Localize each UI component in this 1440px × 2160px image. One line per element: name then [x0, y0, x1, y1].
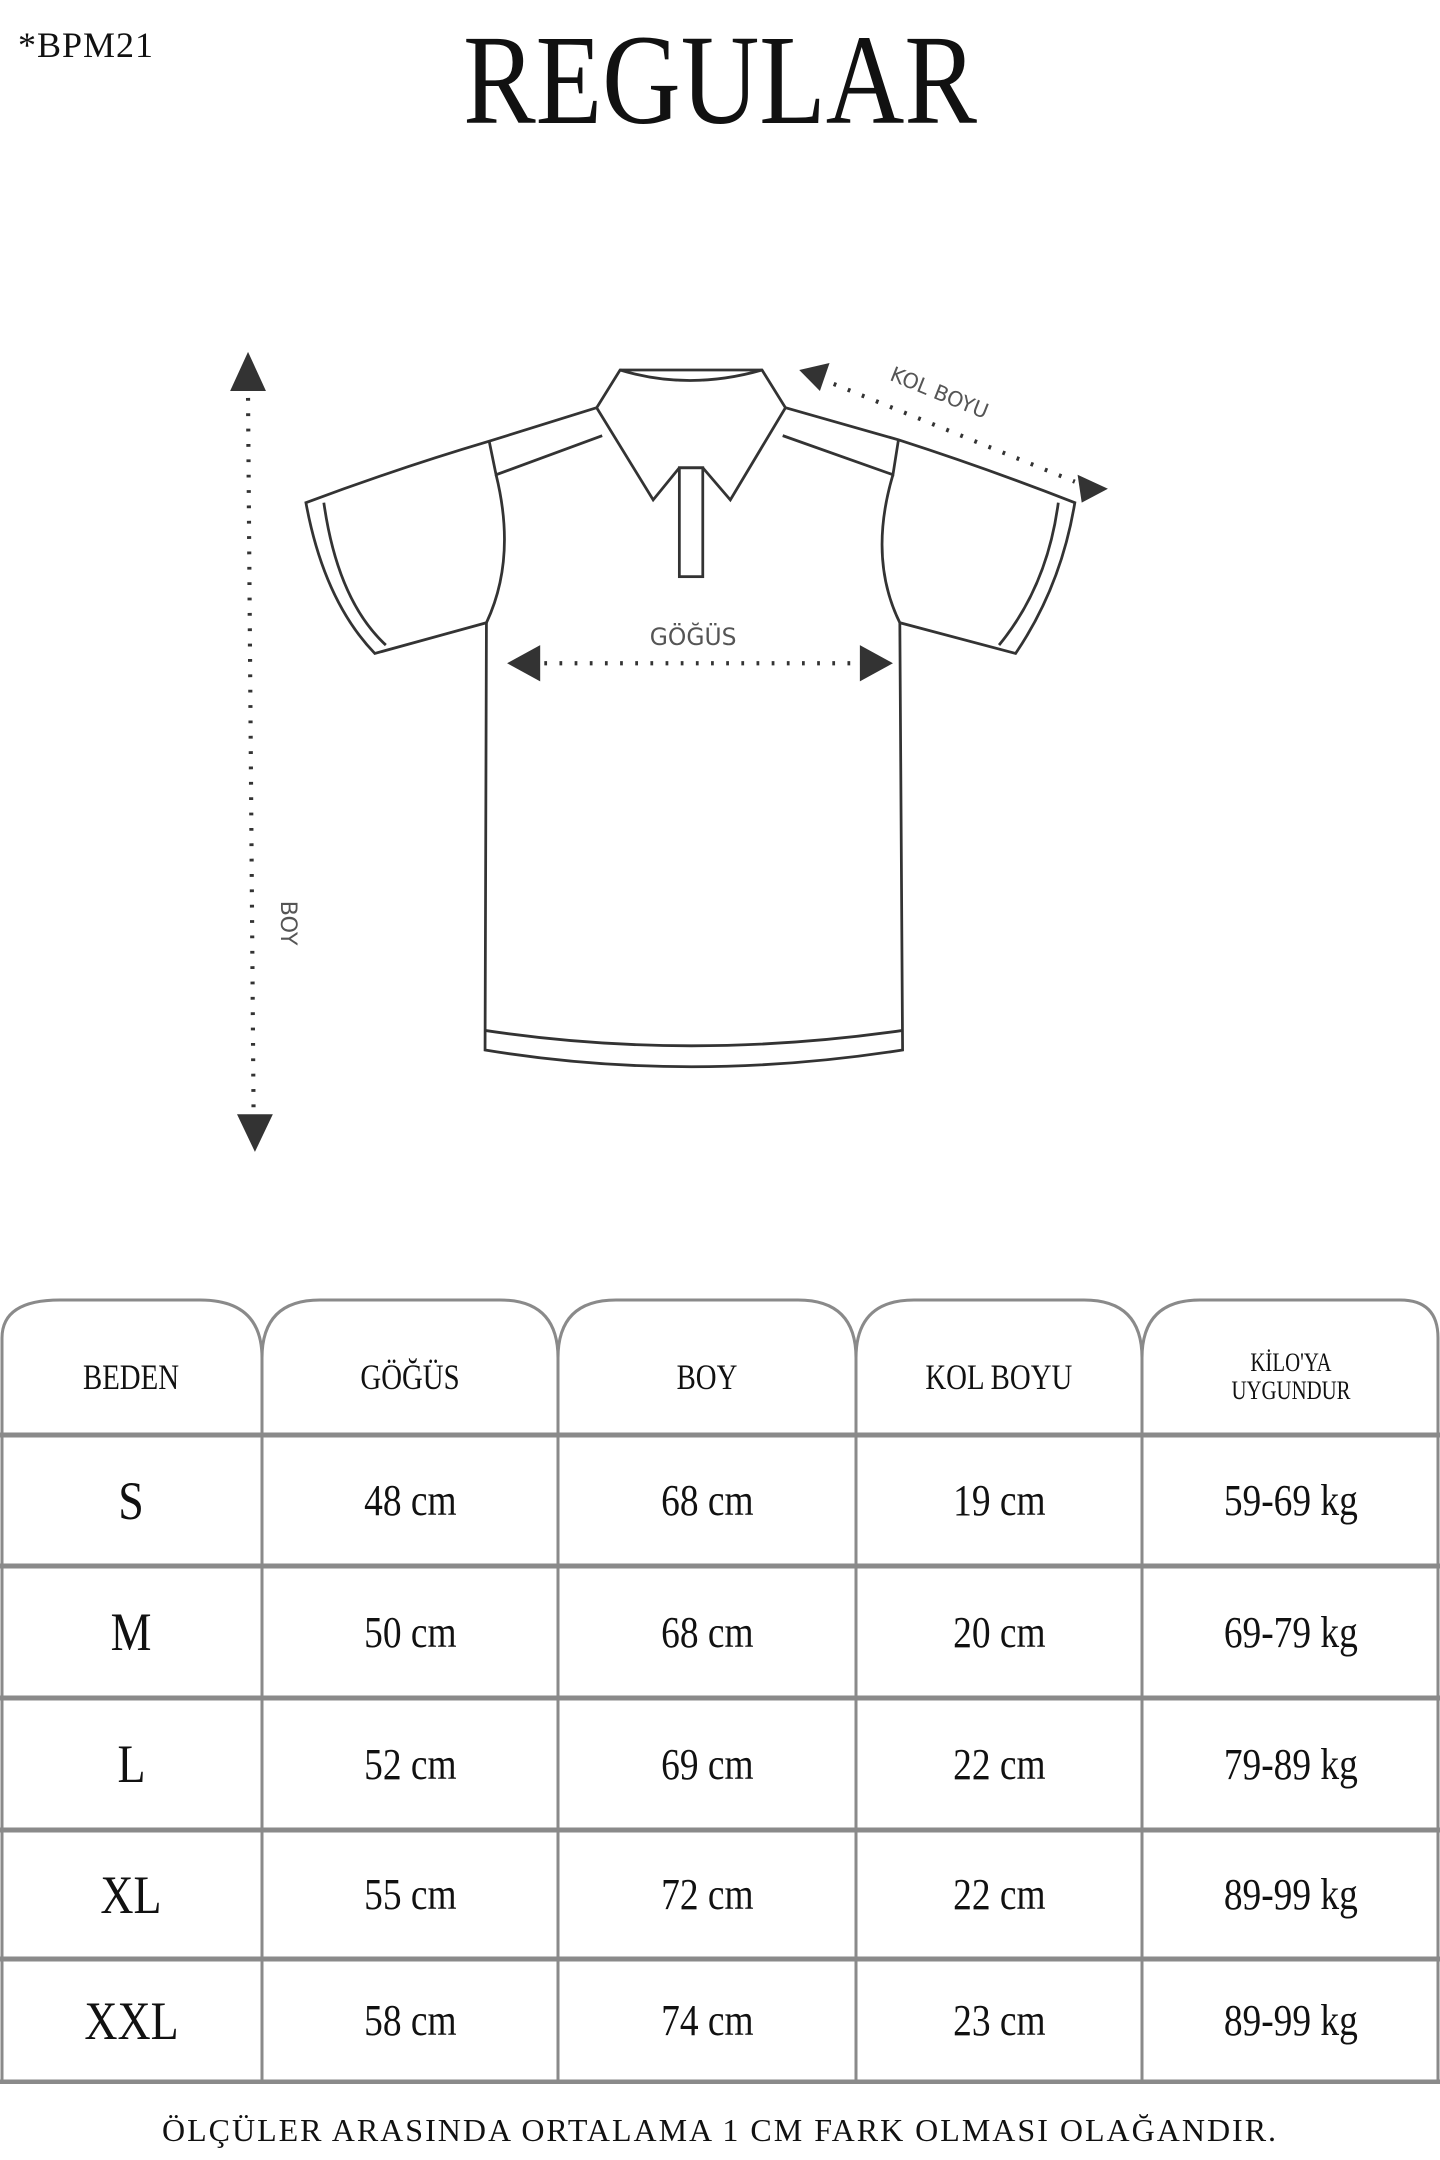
table-cell: 19 cm: [856, 1435, 1142, 1566]
table-cell: 89-99 kg: [1142, 1959, 1440, 2082]
table-value: 22 cm: [952, 1870, 1046, 1919]
table-cell: 52 cm: [262, 1698, 558, 1830]
table-cell: 50 cm: [262, 1566, 558, 1698]
table-value: 58 cm: [363, 1996, 457, 2045]
table-value: 68 cm: [660, 1476, 754, 1525]
column-header: BOY: [676, 1356, 738, 1397]
table-cell: 74 cm: [558, 1959, 856, 2082]
table-grid: [0, 1298, 1440, 2084]
table-value: 69 cm: [660, 1739, 754, 1789]
table-value: 48 cm: [363, 1476, 457, 1525]
table-cell: 69-79 kg: [1142, 1566, 1440, 1698]
table-value: 52 cm: [363, 1739, 457, 1789]
table-cell: 22 cm: [856, 1830, 1142, 1959]
table-cell: 79-89 kg: [1142, 1698, 1440, 1830]
table-cell: 58 cm: [262, 1959, 558, 2082]
table-value: 55 cm: [363, 1870, 457, 1919]
size-label: XL: [100, 1864, 162, 1925]
column-header: GÖĞÜS: [360, 1356, 460, 1397]
table-cell: 48 cm: [262, 1435, 558, 1566]
table-cell: KOL BOYU: [856, 1318, 1142, 1435]
table-cell: XXL: [0, 1959, 262, 2082]
measurement-arrows: [230, 351, 1108, 1152]
table-value: 68 cm: [660, 1607, 754, 1657]
column-header: BEDEN: [83, 1356, 179, 1397]
size-chart-table: BEDEN GÖĞÜS BOY KOL BOYU KİLO'YA UYGUNDUR S 48…: [0, 1298, 1440, 2084]
table-value: 89-99 kg: [1223, 1870, 1359, 1919]
table-cell: 20 cm: [856, 1566, 1142, 1698]
arrow-right-icon: [859, 645, 893, 682]
table-value: 89-99 kg: [1223, 1996, 1359, 2045]
page-title: REGULAR: [463, 9, 977, 151]
arrow-left-icon: [799, 363, 830, 391]
table-cell: M: [0, 1566, 262, 1698]
table-cell: 23 cm: [856, 1959, 1142, 2082]
sleeve-label: KOL BOYU: [887, 362, 992, 424]
table-value: 79-89 kg: [1223, 1739, 1359, 1789]
size-label: M: [110, 1602, 152, 1662]
table-cell: 68 cm: [558, 1435, 856, 1566]
table-cell: KİLO'YA UYGUNDUR: [1142, 1318, 1440, 1435]
table-cell: S: [0, 1435, 262, 1566]
table-cell: BOY: [558, 1318, 856, 1435]
product-code: *BPM21: [18, 25, 155, 65]
column-header: KOL BOYU: [925, 1356, 1073, 1397]
chest-label: GÖĞÜS: [650, 623, 737, 651]
table-value: 23 cm: [952, 1996, 1046, 2045]
arrow-right-icon: [1077, 474, 1108, 503]
table-value: 72 cm: [660, 1870, 754, 1919]
table-cell: 89-99 kg: [1142, 1830, 1440, 1959]
table-cell: 72 cm: [558, 1830, 856, 1959]
table-value: 69-79 kg: [1223, 1607, 1359, 1657]
table-value: 22 cm: [952, 1739, 1046, 1789]
table-value: 59-69 kg: [1223, 1476, 1359, 1525]
table-value: 19 cm: [952, 1476, 1046, 1525]
table-cell: 68 cm: [558, 1566, 856, 1698]
table-cell: BEDEN: [0, 1318, 262, 1435]
size-label: XXL: [83, 1990, 179, 2051]
arrow-down-icon: [237, 1114, 273, 1152]
arrow-up-icon: [230, 351, 266, 391]
table-cell: 69 cm: [558, 1698, 856, 1830]
table-cell: 59-69 kg: [1142, 1435, 1440, 1566]
footer-note: ÖLÇÜLER ARASINDA ORTALAMA 1 CM FARK OLMA…: [161, 2112, 1279, 2148]
polo-shirt-outline: [304, 368, 1077, 1069]
size-label: S: [118, 1470, 144, 1531]
table-value: 74 cm: [660, 1996, 754, 2045]
table-cell: XL: [0, 1830, 262, 1959]
table-cell: 55 cm: [262, 1830, 558, 1959]
table-value: 20 cm: [952, 1607, 1046, 1657]
size-label: L: [116, 1734, 146, 1794]
arrow-left-icon: [507, 645, 541, 682]
table-cell: L: [0, 1698, 262, 1830]
column-header: KİLO'YA UYGUNDUR: [1231, 1348, 1351, 1405]
table-cell: GÖĞÜS: [262, 1318, 558, 1435]
length-label: BOY: [275, 901, 301, 946]
table-cell: 22 cm: [856, 1698, 1142, 1830]
table-value: 50 cm: [363, 1607, 457, 1657]
